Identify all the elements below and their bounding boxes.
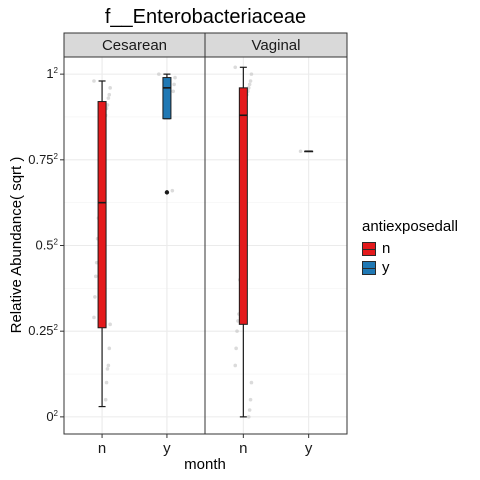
jitter-point-cesarean-n	[93, 295, 97, 299]
x-tick-label: n	[98, 440, 106, 457]
jitter-point-vaginal-n	[233, 364, 237, 368]
legend-key-n	[362, 242, 376, 256]
y-axis-title: Relative Abundance( sqrt )	[8, 157, 25, 334]
jitter-point-cesarean-n	[106, 367, 110, 371]
jitter-point-vaginal-y	[299, 149, 303, 153]
legend-item-y: y	[362, 258, 458, 277]
jitter-point-vaginal-n	[250, 381, 254, 385]
jitter-point-vaginal-n	[247, 415, 251, 419]
jitter-point-cesarean-n	[107, 96, 111, 100]
jitter-point-vaginal-n	[233, 65, 237, 69]
jitter-point-cesarean-y	[172, 83, 176, 87]
jitter-point-vaginal-n	[249, 79, 253, 83]
x-tick-label: y	[163, 440, 171, 457]
legend: antiexposedall n y	[362, 218, 458, 277]
jitter-point-cesarean-n	[108, 86, 112, 90]
jitter-point-cesarean-y	[157, 72, 161, 76]
jitter-point-vaginal-n	[234, 347, 238, 351]
jitter-point-cesarean-y	[171, 189, 175, 193]
jitter-point-vaginal-n	[249, 398, 253, 402]
x-axis-title: month	[184, 456, 226, 473]
y-tick-label: 0.752	[28, 152, 58, 167]
legend-label-y: y	[382, 259, 390, 276]
jitter-point-vaginal-n	[235, 329, 239, 333]
legend-label-n: n	[382, 240, 390, 257]
box-cesarean-y	[163, 78, 171, 119]
facet-label-cesarean: Cesarean	[102, 37, 167, 54]
jitter-point-cesarean-n	[107, 364, 111, 368]
jitter-point-cesarean-n	[108, 323, 112, 327]
y-tick-label: 0.252	[28, 323, 58, 338]
jitter-point-cesarean-n	[104, 398, 108, 402]
jitter-point-cesarean-y	[173, 76, 177, 80]
jitter-point-cesarean-n	[92, 316, 96, 320]
y-tick-label: 0.52	[35, 238, 58, 253]
legend-item-n: n	[362, 239, 458, 258]
legend-key-y	[362, 261, 376, 275]
jitter-point-vaginal-n	[248, 83, 252, 87]
jitter-point-cesarean-n	[105, 381, 109, 385]
jitter-point-vaginal-n	[250, 72, 254, 76]
legend-title: antiexposedall	[362, 218, 458, 235]
x-tick-label: y	[305, 440, 313, 457]
outlier-point-cesarean-y	[165, 190, 169, 194]
jitter-point-cesarean-n	[94, 275, 98, 279]
jitter-point-vaginal-n	[248, 408, 252, 412]
jitter-point-cesarean-y	[171, 89, 175, 93]
jitter-point-cesarean-n	[107, 93, 111, 97]
y-tick-label: 12	[46, 66, 58, 81]
jitter-point-cesarean-n	[92, 79, 96, 83]
facet-label-vaginal: Vaginal	[252, 37, 301, 54]
y-tick-label: 02	[46, 409, 58, 424]
box-vaginal-n	[239, 88, 247, 324]
box-cesarean-n	[98, 102, 106, 328]
jitter-point-cesarean-n	[107, 347, 111, 351]
x-tick-label: n	[239, 440, 247, 457]
